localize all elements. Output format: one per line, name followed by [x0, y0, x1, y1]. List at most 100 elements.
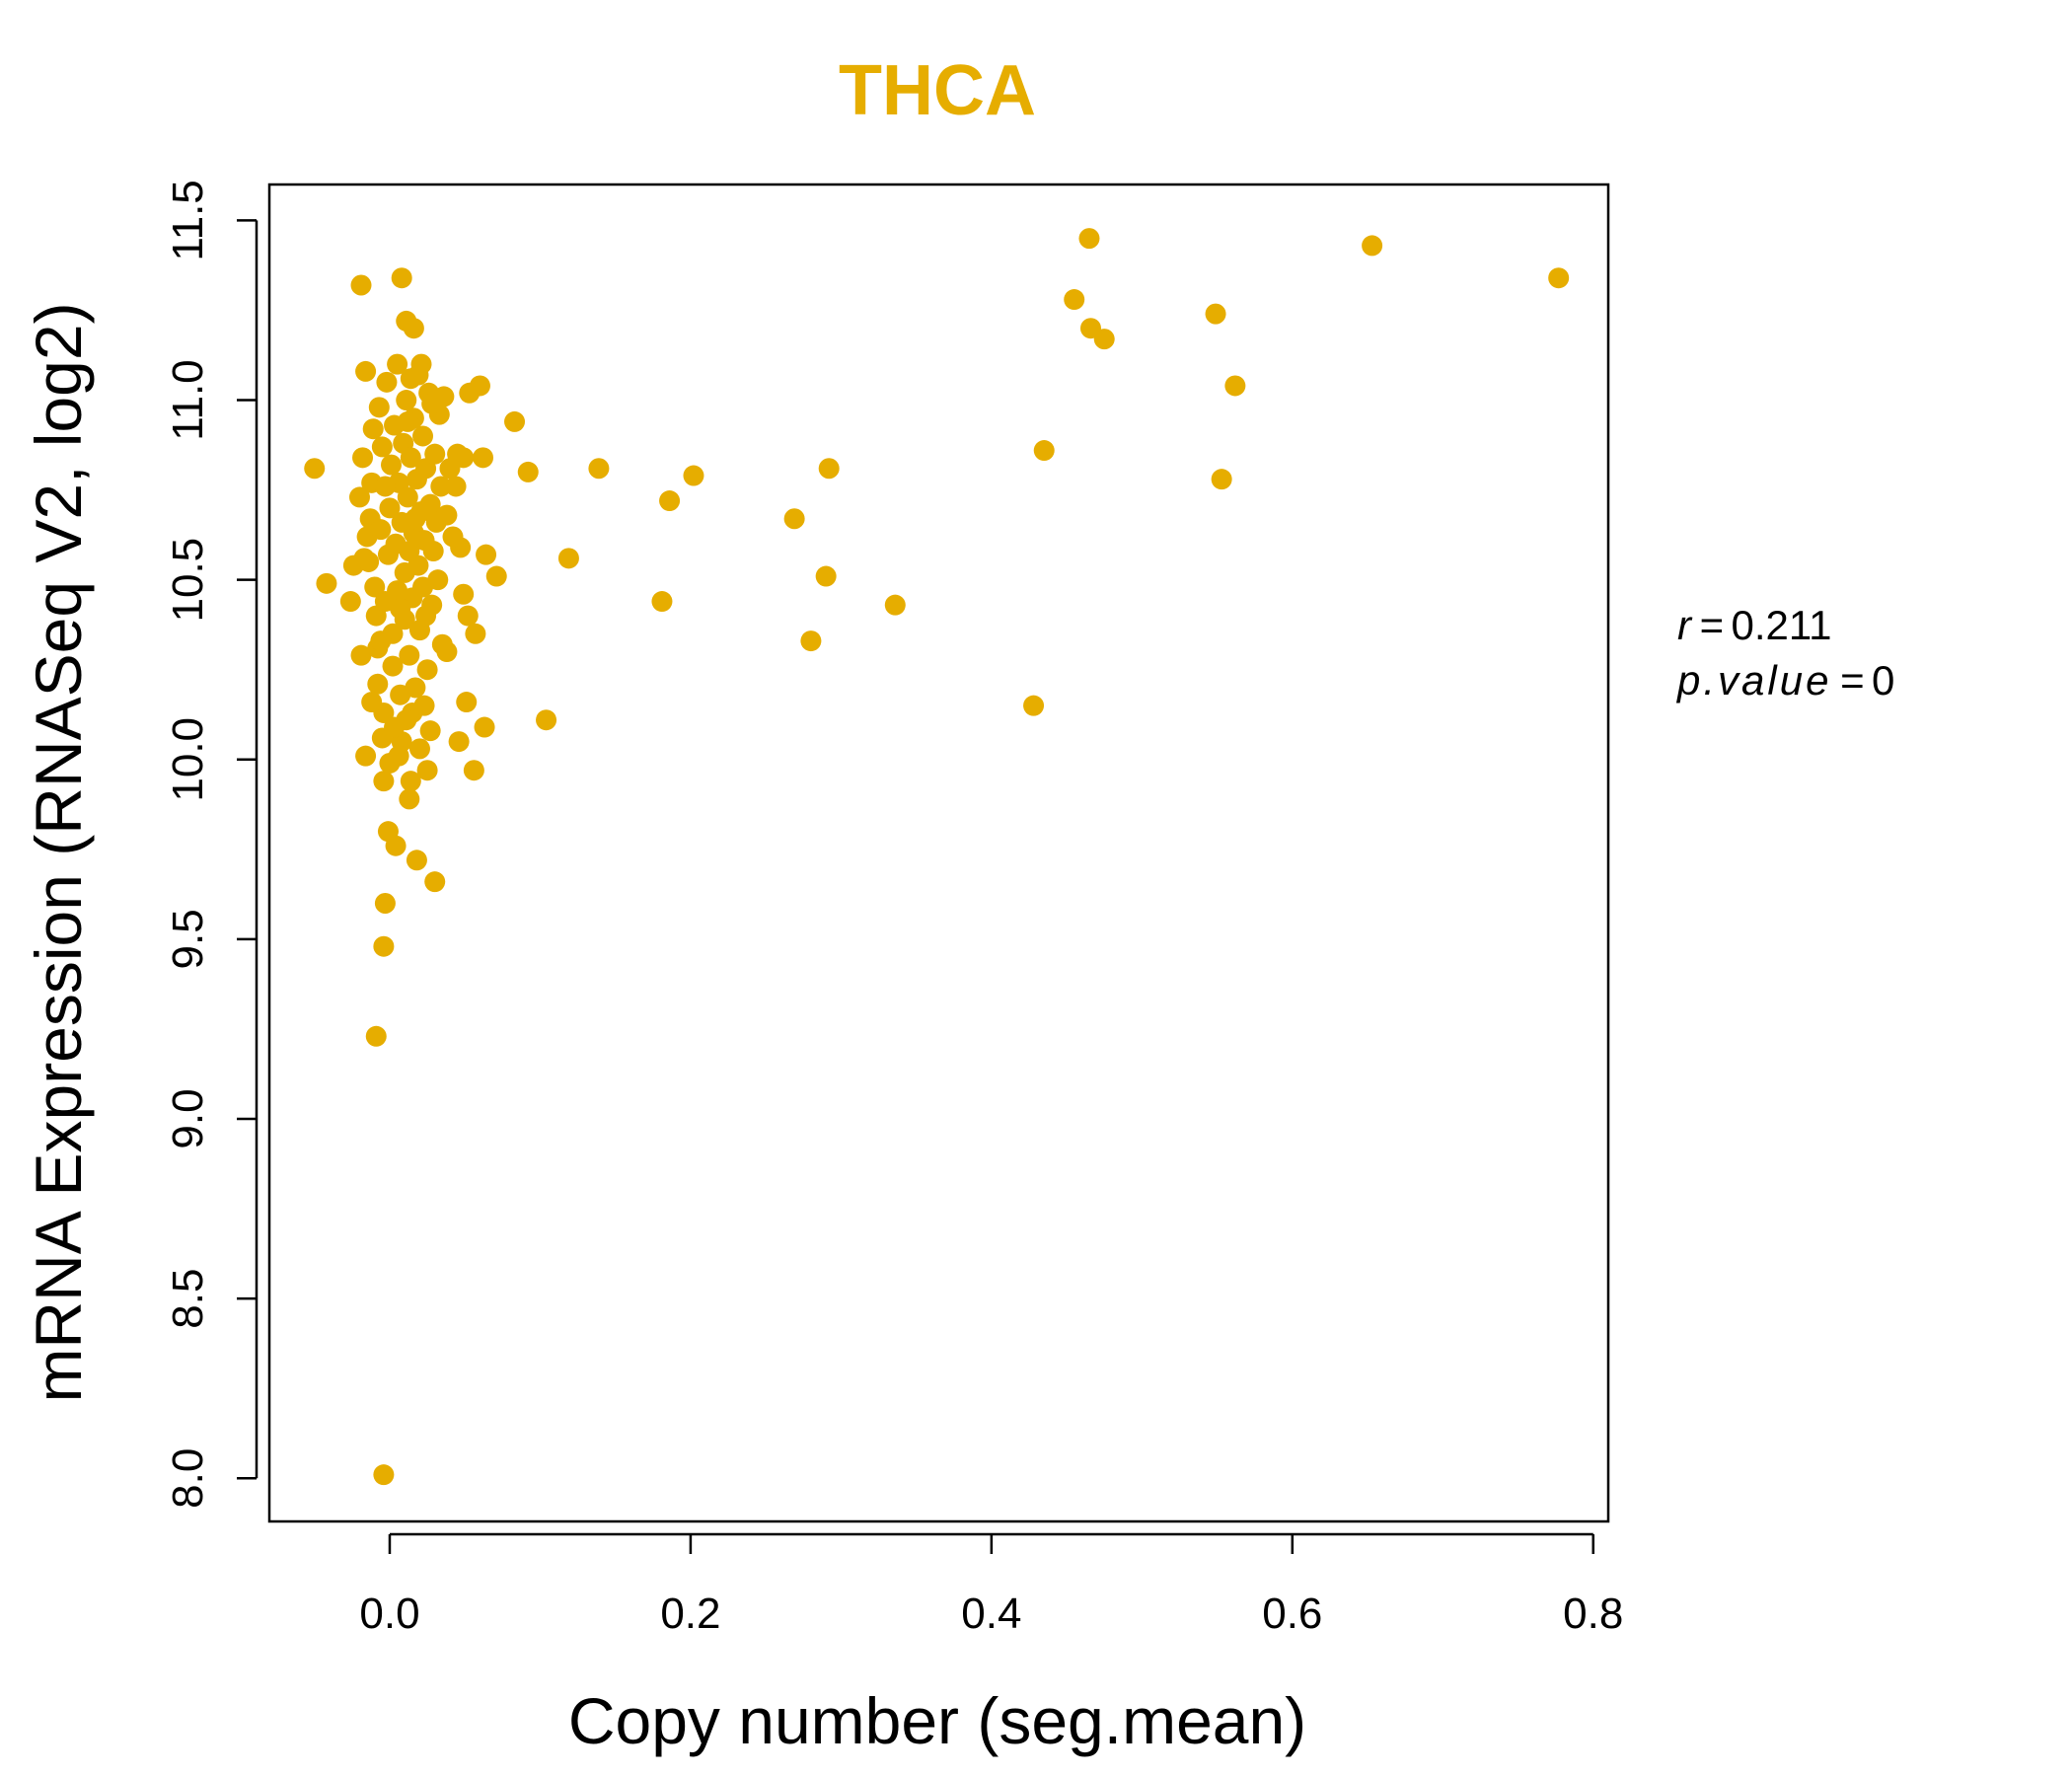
- data-point: [348, 486, 370, 508]
- data-point: [1033, 440, 1055, 462]
- data-point: [352, 447, 374, 469]
- data-point: [457, 605, 479, 627]
- data-point: [373, 1464, 395, 1486]
- data-point: [424, 443, 446, 465]
- plot-frame: [267, 183, 1610, 1523]
- data-point: [431, 633, 453, 655]
- chart-title: THCA: [839, 51, 1036, 130]
- data-point: [373, 935, 395, 957]
- data-point: [683, 465, 704, 486]
- data-point: [370, 519, 392, 541]
- pvalue-annotation: p.value = 0: [1675, 657, 1894, 703]
- data-point: [424, 871, 446, 893]
- data-point: [355, 745, 377, 767]
- data-point: [1211, 469, 1232, 490]
- data-point: [390, 598, 411, 620]
- data-point: [365, 1025, 387, 1047]
- data-point: [387, 353, 408, 375]
- data-point: [397, 410, 418, 432]
- data-point: [469, 375, 490, 397]
- data-point: [374, 476, 396, 497]
- data-point: [379, 497, 401, 519]
- data-point: [316, 572, 337, 594]
- data-point: [465, 623, 486, 644]
- data-point: [800, 630, 822, 652]
- data-point: [350, 644, 372, 666]
- data-point: [445, 476, 467, 497]
- x-axis: 0.0 0.2 0.4 0.6 0.8: [359, 1532, 1623, 1638]
- data-point: [884, 594, 906, 616]
- data-point: [406, 850, 427, 871]
- data-point: [396, 390, 417, 411]
- data-point: [1064, 289, 1085, 311]
- data-point: [388, 745, 409, 767]
- data-point: [350, 274, 372, 296]
- data-point: [419, 720, 441, 742]
- data-point: [382, 655, 404, 677]
- data-point: [419, 493, 441, 515]
- data-point: [436, 504, 458, 526]
- data-point: [473, 447, 494, 469]
- data-point: [651, 591, 673, 613]
- data-point: [397, 486, 418, 508]
- data-point: [416, 760, 438, 781]
- data-point: [391, 267, 412, 289]
- data-point: [400, 447, 421, 469]
- y-tick-label: 10.5: [164, 538, 212, 623]
- data-point: [373, 771, 395, 792]
- y-axis-label: mRNA Expression (RNASeq V2, log2): [22, 302, 95, 1402]
- data-point: [659, 490, 681, 512]
- data-point: [368, 397, 390, 418]
- y-axis: 8.0 8.5 9.0 9.5 10.0 10.5 11.0 11.5: [164, 180, 259, 1509]
- data-point: [408, 738, 430, 760]
- data-point: [448, 731, 470, 753]
- data-point: [422, 541, 444, 562]
- data-point: [421, 393, 443, 414]
- data-point: [353, 548, 375, 569]
- data-point: [399, 644, 420, 666]
- x-tick-label: 0.2: [660, 1590, 720, 1638]
- data-point: [1205, 303, 1226, 325]
- correlation-annotation: r = 0.211: [1677, 602, 1832, 648]
- data-points: [304, 228, 1570, 1486]
- data-point: [588, 458, 610, 480]
- data-point: [339, 591, 361, 613]
- data-point: [403, 318, 424, 339]
- data-point: [364, 576, 386, 598]
- data-point: [405, 677, 426, 699]
- data-point: [430, 476, 452, 497]
- data-point: [1362, 235, 1383, 257]
- data-point: [474, 716, 495, 738]
- data-point: [476, 544, 497, 565]
- data-point: [361, 692, 383, 713]
- data-point: [815, 565, 837, 587]
- data-point: [412, 425, 434, 447]
- y-tick-label: 10.0: [164, 717, 212, 802]
- data-point: [456, 692, 478, 713]
- x-tick-label: 0.0: [359, 1590, 419, 1638]
- data-point: [367, 673, 389, 695]
- x-tick-label: 0.8: [1563, 1590, 1623, 1638]
- y-tick-label: 9.5: [164, 909, 212, 969]
- y-tick-label: 8.5: [164, 1269, 212, 1329]
- r-value: 0.211: [1732, 602, 1832, 648]
- data-point: [485, 565, 507, 587]
- r-equals: =: [1699, 602, 1724, 648]
- data-point: [1093, 329, 1115, 350]
- data-point: [362, 418, 384, 440]
- data-point: [381, 454, 403, 476]
- data-point: [1023, 695, 1045, 716]
- data-point: [371, 436, 393, 458]
- data-point: [407, 555, 429, 576]
- data-point: [557, 548, 579, 569]
- x-tick-label: 0.4: [961, 1590, 1021, 1638]
- data-point: [416, 659, 438, 681]
- data-point: [413, 695, 435, 716]
- data-point: [463, 760, 484, 781]
- data-point: [447, 443, 469, 465]
- data-point: [517, 461, 539, 482]
- data-point: [453, 583, 475, 605]
- data-point: [818, 458, 840, 480]
- data-point: [504, 410, 526, 432]
